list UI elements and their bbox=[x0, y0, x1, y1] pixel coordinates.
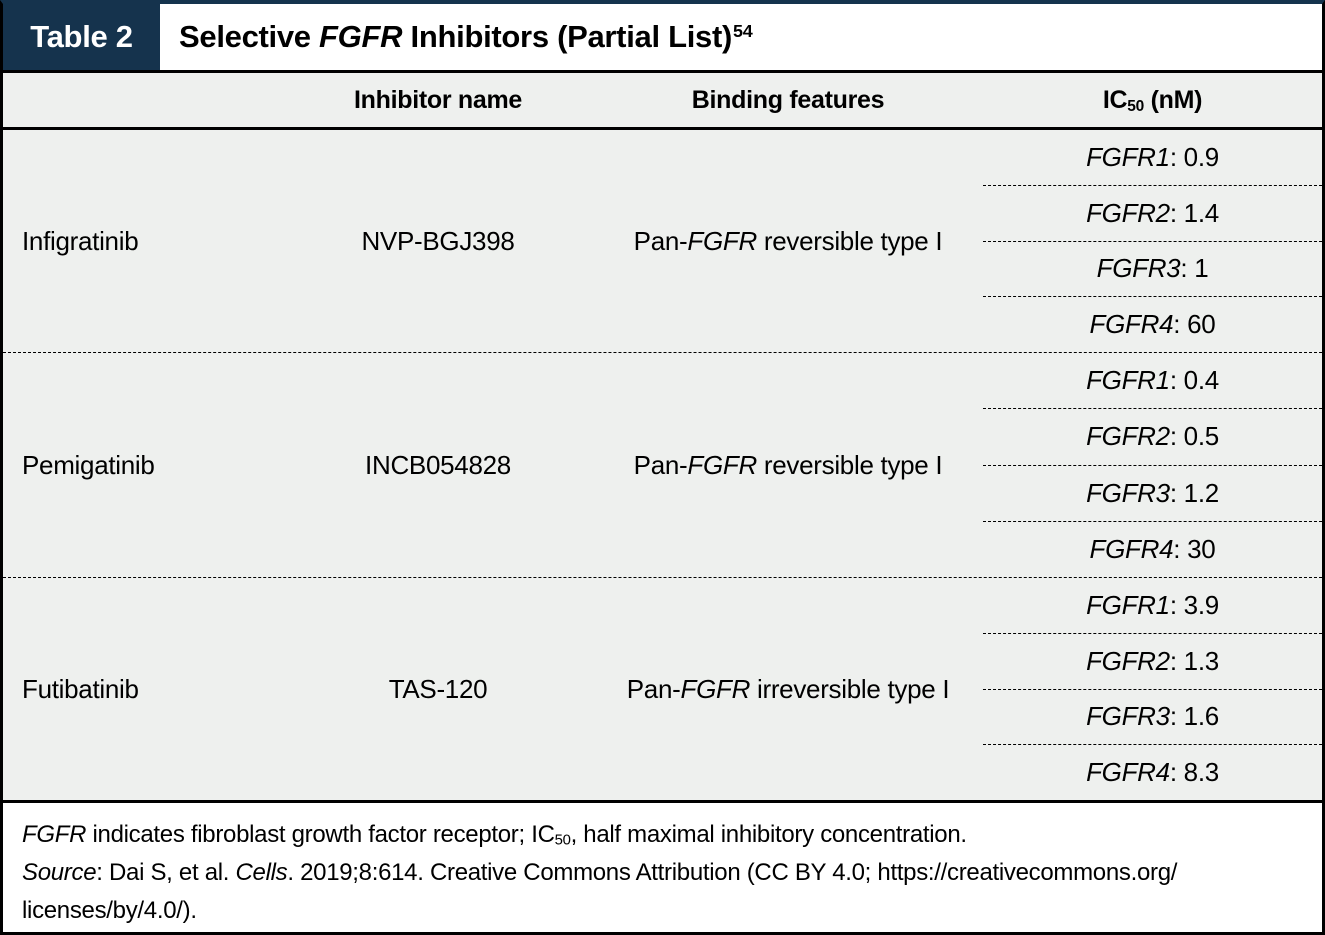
column-header-binding-features: Binding features bbox=[691, 85, 885, 114]
table-row-pemigatinib: Pemigatinib INCB054828 Pan-FGFR reversib… bbox=[3, 352, 1322, 577]
ic50-entry: FGFR2: 0.5 bbox=[983, 408, 1322, 464]
ic50-entry: FGFR4: 30 bbox=[983, 520, 1322, 577]
ic50-entry: FGFR4: 8.3 bbox=[983, 744, 1322, 800]
ic50-entry: FGFR1: 0.4 bbox=[1086, 365, 1219, 396]
ic50-cell: FGFR1: 0.4 FGFR2: 0.5 FGFR3: 1.2 FGFR4: … bbox=[983, 353, 1322, 577]
citation-superscript: 54 bbox=[733, 21, 753, 42]
table-footnote: FGFR indicates fibroblast growth factor … bbox=[3, 800, 1322, 932]
ic50-cell: FGFR1: 3.9 FGFR2: 1.3 FGFR3: 1.6 FGFR4: … bbox=[983, 578, 1322, 800]
abbreviation-note: FGFR indicates fibroblast growth factor … bbox=[22, 821, 967, 849]
binding-features-cell: Pan-FGFR reversible type I bbox=[633, 449, 943, 480]
ic50-entry: FGFR3: 1 bbox=[983, 240, 1322, 297]
table-title: Selective FGFR Inhibitors (Partial List)… bbox=[179, 19, 753, 54]
ic50-entry: FGFR1: 3.9 bbox=[1086, 589, 1219, 620]
ic50-entry: FGFR3: 1.2 bbox=[983, 464, 1322, 521]
column-header-row: Inhibitor name Binding features IC50 (nM… bbox=[3, 73, 1322, 130]
column-header-empty bbox=[3, 73, 283, 127]
column-header-ic50: IC50 (nM) bbox=[1102, 85, 1203, 115]
table-row-futibatinib: Futibatinib TAS-120 Pan-FGFR irreversibl… bbox=[3, 577, 1322, 800]
source-note-continued: licenses/by/4.0/). bbox=[22, 897, 197, 924]
ic50-entry: FGFR2: 1.3 bbox=[983, 632, 1322, 689]
drug-name-cell: Pemigatinib bbox=[22, 449, 155, 480]
ic50-entry: FGFR3: 1.6 bbox=[983, 688, 1322, 745]
ic50-entry: FGFR2: 1.4 bbox=[983, 184, 1322, 241]
data-table: Inhibitor name Binding features IC50 (nM… bbox=[3, 70, 1322, 932]
column-header-inhibitor-name: Inhibitor name bbox=[353, 85, 523, 114]
ic50-entry: FGFR4: 60 bbox=[983, 296, 1322, 352]
inhibitor-name-cell: NVP-BGJ398 bbox=[361, 225, 515, 256]
source-note: Source: Dai S, et al. Cells. 2019;8:614.… bbox=[22, 859, 1178, 886]
table-row-infigratinib: Infigratinib NVP-BGJ398 Pan-FGFR reversi… bbox=[3, 130, 1322, 352]
gene-symbol: FGFR bbox=[319, 19, 403, 54]
inhibitor-name-cell: TAS-120 bbox=[388, 673, 488, 704]
ic50-entry: FGFR1: 0.9 bbox=[1086, 141, 1219, 172]
ic50-cell: FGFR1: 0.9 FGFR2: 1.4 FGFR3: 1 FGFR4: 60 bbox=[983, 130, 1322, 352]
title-text: Selective bbox=[179, 19, 320, 54]
drug-name-cell: Futibatinib bbox=[22, 673, 139, 704]
drug-name-cell: Infigratinib bbox=[22, 225, 139, 256]
binding-features-cell: Pan-FGFR irreversible type I bbox=[626, 673, 950, 704]
binding-features-cell: Pan-FGFR reversible type I bbox=[633, 225, 943, 256]
inhibitor-name-cell: INCB054828 bbox=[365, 449, 511, 480]
table-title-bar: Table 2 Selective FGFR Inhibitors (Parti… bbox=[3, 4, 1322, 70]
table-number-badge: Table 2 bbox=[3, 4, 160, 70]
